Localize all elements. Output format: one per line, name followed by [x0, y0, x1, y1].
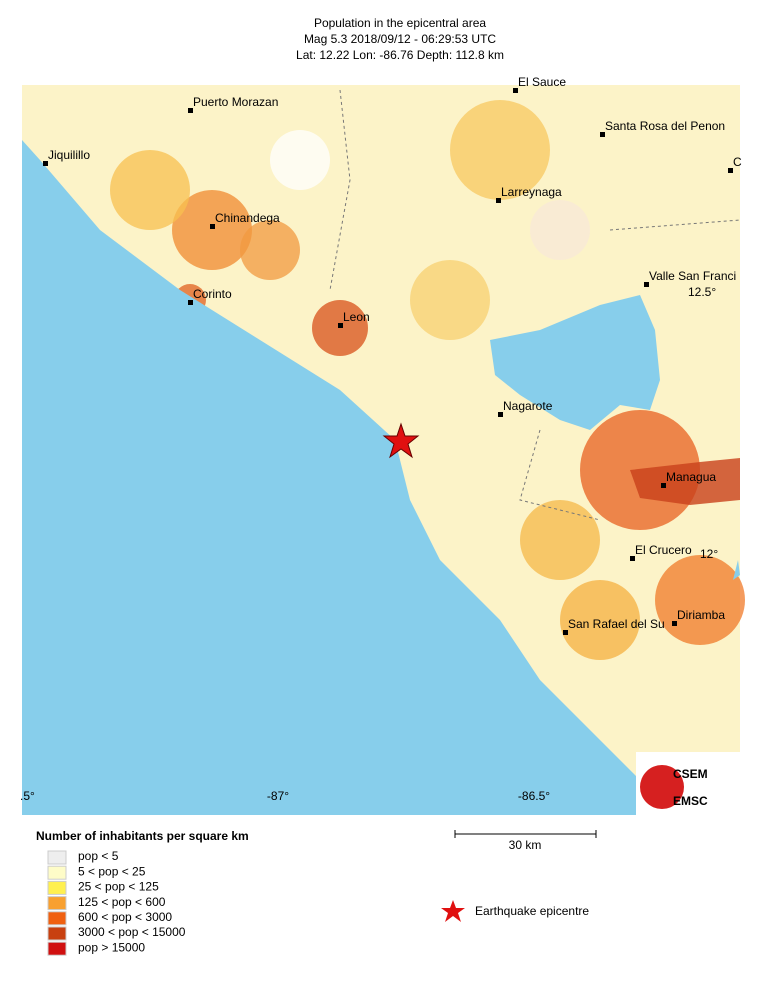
- population-area: [172, 190, 252, 270]
- logo-globe: [640, 765, 684, 809]
- graticule-label: 12°: [700, 547, 718, 561]
- place-marker: [496, 198, 501, 203]
- legend-label: 5 < pop < 25: [78, 864, 146, 878]
- place-label: Larreynaga: [501, 185, 562, 199]
- population-area: [560, 580, 640, 660]
- place-label: Corinto: [193, 287, 232, 301]
- graticule-label: .5°: [20, 789, 35, 803]
- place-label: Managua: [666, 470, 716, 484]
- place-label: Valle San Franci: [649, 269, 736, 283]
- place-label: Jiquilillo: [48, 148, 90, 162]
- ocean: [22, 140, 640, 815]
- place-label: Santa Rosa del Penon: [605, 119, 725, 133]
- legend-swatch: [47, 926, 67, 941]
- subtitle: Mag 5.3 2018/09/12 - 06:29:53 UTC: [304, 32, 496, 46]
- legend-swatch: [47, 880, 67, 895]
- place-label: Leon: [343, 310, 370, 324]
- legend-label: Earthquake epicentre: [475, 904, 589, 918]
- place-marker: [43, 161, 48, 166]
- place-marker: [210, 224, 215, 229]
- population-area: [655, 555, 745, 645]
- place-marker: [630, 556, 635, 561]
- place-marker: [661, 483, 666, 488]
- legend-swatch: [47, 865, 67, 880]
- population-area: [410, 260, 490, 340]
- population-area: [530, 200, 590, 260]
- population-area: [270, 130, 330, 190]
- graticule-label: -86.5°: [518, 789, 550, 803]
- place-label: C: [733, 155, 742, 169]
- subtitle: Lat: 12.22 Lon: -86.76 Depth: 112.8 km: [296, 48, 504, 62]
- legend-label: pop < 5: [78, 849, 119, 863]
- logo-text: EMSC: [673, 794, 708, 808]
- place-marker: [188, 300, 193, 305]
- legend-swatch: [47, 896, 67, 911]
- legend-label: 3000 < pop < 15000: [78, 925, 186, 939]
- urban: [630, 458, 740, 505]
- epicentre: [382, 422, 420, 459]
- lake: [733, 560, 740, 580]
- population-area: [450, 100, 550, 200]
- legend-swatch: [47, 941, 67, 956]
- population-area: [110, 150, 190, 230]
- place-marker: [644, 282, 649, 287]
- place-label: Diriamba: [677, 608, 725, 622]
- place-marker: [513, 88, 518, 93]
- place-label: El Crucero: [635, 543, 692, 557]
- population-area: [240, 220, 300, 280]
- place-label: Puerto Morazan: [193, 95, 278, 109]
- legend-star: [441, 900, 465, 922]
- population-area: [520, 500, 600, 580]
- place-label: Chinandega: [215, 211, 280, 225]
- place-label: San Rafael del Su: [568, 617, 665, 631]
- place-label: Nagarote: [503, 399, 553, 413]
- scale-label: 30 km: [509, 838, 542, 852]
- title: Population in the epicentral area: [314, 16, 486, 30]
- legend-label: pop > 15000: [78, 940, 145, 954]
- border: [329, 89, 741, 521]
- place-marker: [600, 132, 605, 137]
- map: Puerto Morazan El Sauce Santa Rosa del Pen…: [22, 75, 745, 815]
- legend-swatch: [47, 911, 67, 926]
- logo-text: CSEM: [673, 767, 708, 781]
- legend-title: Number of inhabitants per square km: [36, 829, 249, 843]
- legend-label: 25 < pop < 125: [78, 880, 159, 894]
- legend-swatch: [47, 850, 67, 865]
- place-marker: [672, 621, 677, 626]
- lake: [490, 295, 660, 430]
- legend-label: 600 < pop < 3000: [78, 910, 172, 924]
- legend-label: 125 < pop < 600: [78, 895, 166, 909]
- graticule-label: -87°: [267, 789, 289, 803]
- place-marker: [563, 630, 568, 635]
- place-marker: [188, 108, 193, 113]
- graticule-label: 12.5°: [688, 285, 716, 299]
- place-marker: [498, 412, 503, 417]
- place-marker: [338, 323, 343, 328]
- place-marker: [728, 168, 733, 173]
- place-label: El Sauce: [518, 75, 566, 89]
